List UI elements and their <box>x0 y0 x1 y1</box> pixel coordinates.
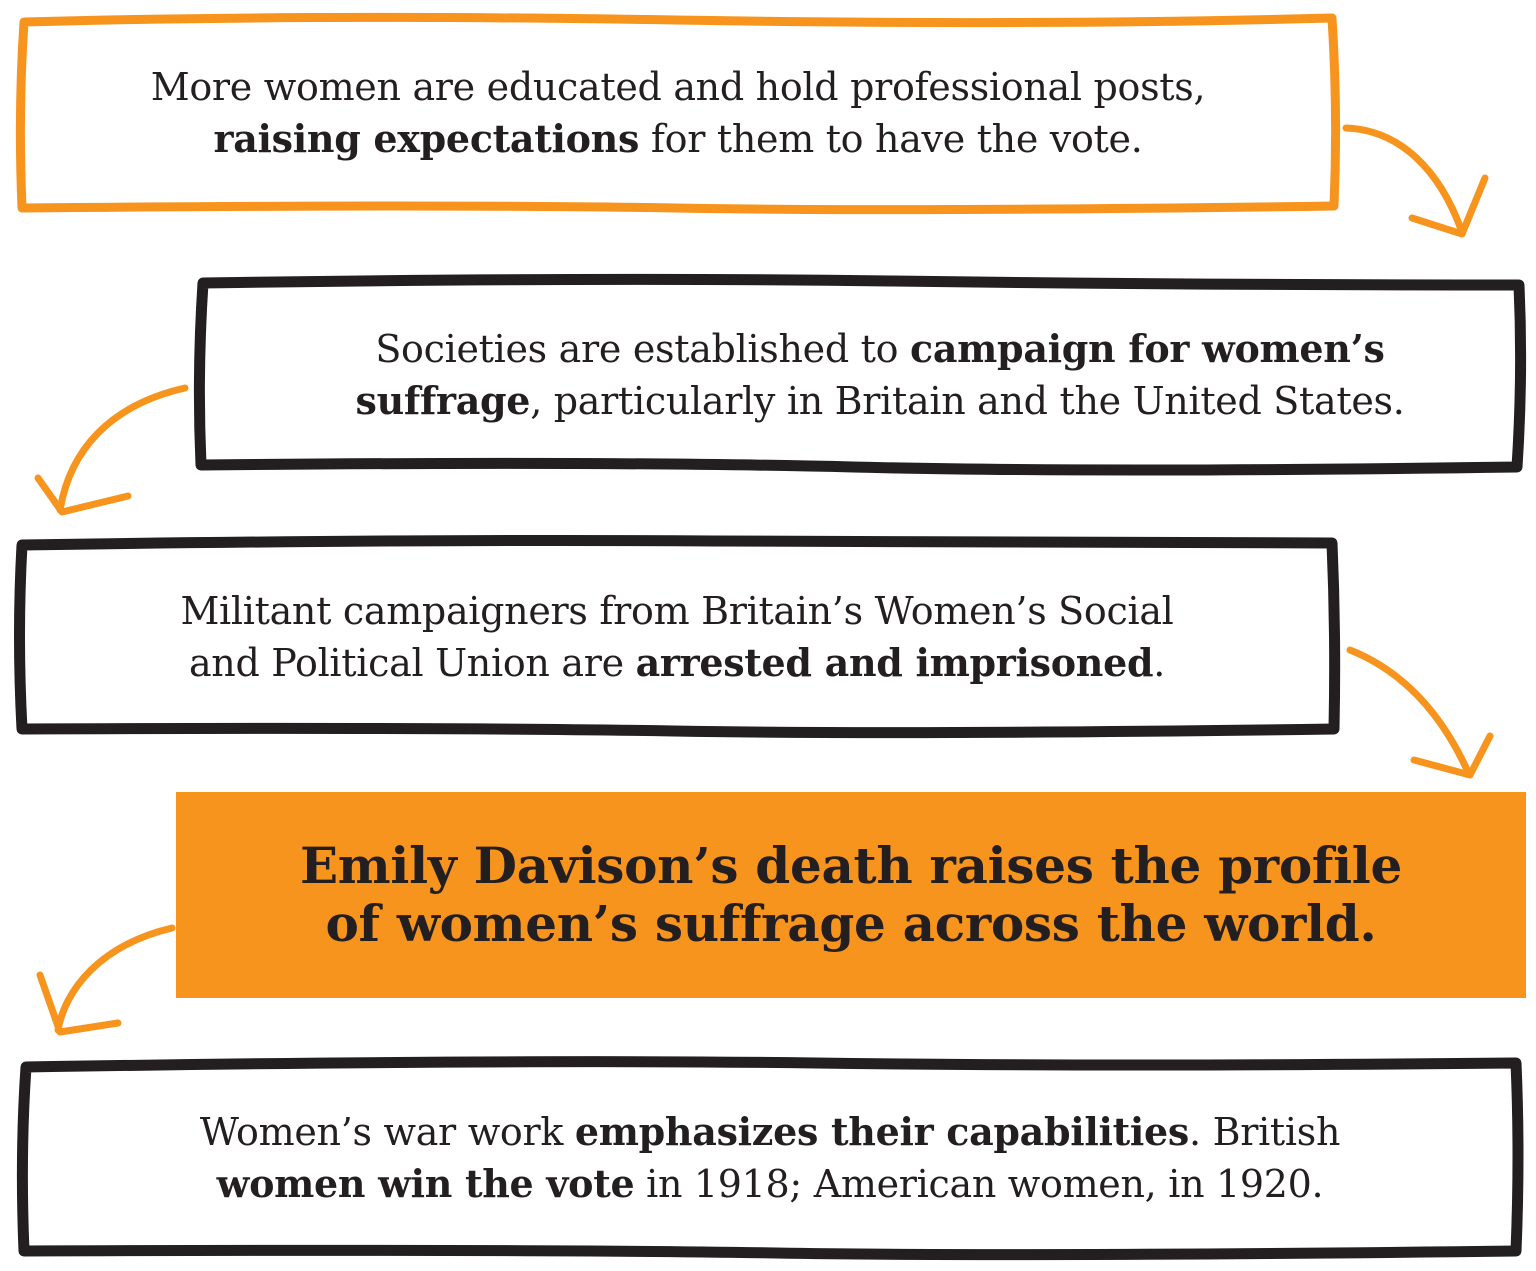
step-box-1: More women are educated and hold profess… <box>15 12 1341 215</box>
black-frame <box>193 273 1527 476</box>
step-box-5: Women’s war work emphasizes their capabi… <box>16 1055 1524 1261</box>
arrow-step2-to-step3 <box>34 384 189 516</box>
step-text-2: Societies are established to campaign fo… <box>355 326 1405 423</box>
step-box-3: Militant campaigners from Britain’s Wome… <box>14 535 1341 739</box>
step-text-1: More women are educated and hold profess… <box>150 65 1206 161</box>
arrow-step4-to-step5 <box>36 924 176 1036</box>
black-frame <box>16 1056 1524 1261</box>
orange-frame <box>15 12 1341 215</box>
arrow-step3-to-step4 <box>1346 646 1494 779</box>
step-text-3: Militant campaigners from Britain’s Wome… <box>180 588 1174 685</box>
black-frame <box>14 535 1341 739</box>
arrow-step1-to-step2 <box>1342 124 1489 238</box>
highlight-box: Emily Davison’s death raises the profile… <box>176 792 1526 998</box>
step-text-5: Women’s war work emphasizes their capabi… <box>199 1108 1341 1206</box>
step-box-2: Societies are established to campaign fo… <box>193 273 1527 476</box>
highlight-text: Emily Davison’s death raises the profile… <box>300 836 1402 953</box>
